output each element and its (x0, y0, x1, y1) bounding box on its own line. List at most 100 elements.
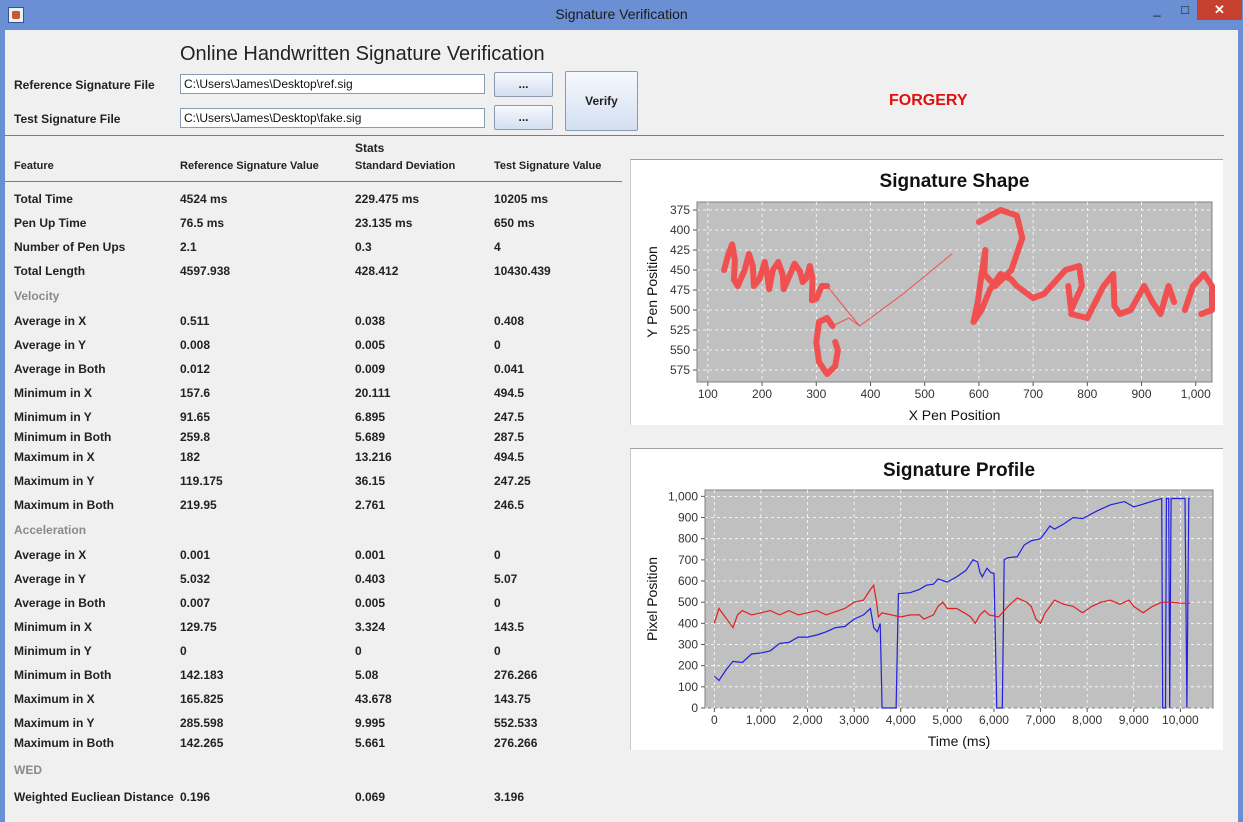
x-tick-label: 1,000 (1181, 387, 1211, 401)
x-tick-label: 3,000 (839, 713, 869, 727)
reference-file-input[interactable] (180, 74, 485, 94)
y-position-series-line (713, 583, 1190, 629)
x-tick-label: 200 (752, 387, 772, 401)
window-frame-left (0, 30, 5, 822)
signature-shape-panel: Signature Shape 100 200 300 400 500 600 700 800 9… (630, 159, 1223, 425)
y-tick-label: 0 (691, 701, 698, 715)
y-tick-label: 575 (670, 363, 690, 377)
table-cell-feature: Maximum in X (14, 692, 95, 706)
y-tick-label: 300 (678, 638, 698, 652)
x-tick-label: 4,000 (886, 713, 916, 727)
y-tick-label: 700 (678, 553, 698, 567)
signature-stroke (832, 317, 861, 327)
table-cell-ref: 0.196 (180, 790, 211, 804)
y-tick-label: 475 (670, 283, 690, 297)
chart-title: Signature Profile (883, 460, 1035, 481)
table-cell-feature: Weighted Eucliean Distance (14, 790, 174, 804)
verify-button[interactable]: Verify (565, 71, 638, 131)
table-header-separator (5, 181, 622, 182)
table-cell-test: 0 (494, 644, 501, 658)
signature-stroke (813, 315, 841, 377)
table-cell-test: 5.07 (494, 572, 518, 586)
verification-result: FORGERY (889, 92, 968, 109)
reference-file-label: Reference Signature File (14, 78, 155, 92)
table-cell-feature: Minimum in Y (14, 410, 92, 424)
table-cell-test: 10205 ms (494, 192, 549, 206)
x-axis-label: X Pen Position (909, 407, 1001, 423)
table-cell-ref: 165.825 (180, 692, 224, 706)
table-cell-test: 276.266 (494, 668, 538, 682)
x-tick-label: 900 (1132, 387, 1152, 401)
table-cell-std: 0 (355, 644, 362, 658)
table-cell-feature: Minimum in X (14, 620, 92, 634)
table-cell-ref: 91.65 (180, 410, 211, 424)
table-cell-std: 9.995 (355, 716, 386, 730)
table-cell-ref: 0.008 (180, 338, 211, 352)
table-cell-feature: Maximum in Both (14, 498, 115, 512)
table-cell-ref: 76.5 ms (180, 216, 225, 230)
section-header: Velocity (14, 289, 60, 303)
table-cell-test: 0 (494, 338, 501, 352)
table-cell-ref: 219.95 (180, 498, 217, 512)
y-tick-label: 200 (678, 659, 698, 673)
x-tick-label: 700 (1023, 387, 1043, 401)
table-cell-ref: 5.032 (180, 572, 211, 586)
reference-browse-button[interactable]: ... (494, 72, 553, 97)
y-tick-label: 600 (678, 574, 698, 588)
plot-area (704, 489, 1214, 709)
table-cell-test: 0 (494, 596, 501, 610)
section-header: Acceleration (14, 523, 87, 537)
table-cell-feature: Maximum in Y (14, 716, 95, 730)
y-tick-label: 900 (678, 511, 698, 525)
close-button[interactable]: ✕ (1197, 0, 1242, 20)
table-cell-std: 5.689 (355, 430, 386, 444)
y-tick-label: 100 (678, 680, 698, 694)
title-bar: Signature Verification _ □ ✕ (0, 0, 1243, 30)
chart-title: Signature Shape (880, 171, 1030, 192)
table-cell-feature: Maximum in Y (14, 474, 95, 488)
x-tick-label: 10,000 (1162, 713, 1199, 727)
table-cell-std: 0.005 (355, 596, 386, 610)
table-cell-ref: 4597.938 (180, 264, 231, 278)
x-tick-label: 100 (698, 387, 718, 401)
y-tick-label: 375 (670, 203, 690, 217)
test-browse-button[interactable]: ... (494, 105, 553, 130)
y-tick-label: 1,000 (668, 489, 698, 503)
table-cell-feature: Minimum in Both (14, 668, 112, 682)
table-cell-test: 10430.439 (494, 264, 551, 278)
signature-stroke (1181, 271, 1215, 317)
table-cell-ref: 0.007 (180, 596, 211, 610)
maximize-button[interactable]: □ (1181, 2, 1189, 17)
x-position-series-line (713, 497, 1190, 709)
table-cell-test: 0 (494, 548, 501, 562)
minimize-button[interactable]: _ (1153, 2, 1161, 17)
test-file-input[interactable] (180, 108, 485, 128)
table-cell-ref: 142.265 (180, 736, 224, 750)
y-tick-label: 550 (670, 343, 690, 357)
table-cell-ref: 2.1 (180, 240, 197, 254)
table-cell-test: 0.041 (494, 362, 525, 376)
x-tick-label: 7,000 (1026, 713, 1056, 727)
table-cell-std: 3.324 (355, 620, 386, 634)
table-cell-ref: 0 (180, 644, 187, 658)
table-cell-std: 0.069 (355, 790, 386, 804)
java-cup-icon (8, 7, 24, 23)
signature-profile-panel: Signature Profile 0 1,000 2,000 3,000 4,000 5,… (630, 448, 1223, 750)
table-cell-test: 650 ms (494, 216, 535, 230)
table-cell-test: 0.408 (494, 314, 525, 328)
page-title: Online Handwritten Signature Verificatio… (180, 43, 545, 65)
table-cell-test: 143.75 (494, 692, 531, 706)
y-tick-label: 525 (670, 323, 690, 337)
table-cell-std: 6.895 (355, 410, 386, 424)
table-cell-ref: 142.183 (180, 668, 224, 682)
signature-stroke (721, 241, 831, 304)
x-tick-label: 2,000 (793, 713, 823, 727)
table-cell-feature: Average in X (14, 314, 87, 328)
table-cell-test: 4 (494, 240, 501, 254)
y-tick-label: 800 (678, 532, 698, 546)
header-separator (5, 135, 1224, 136)
table-cell-test: 552.533 (494, 716, 538, 730)
table-cell-feature: Average in Y (14, 572, 87, 586)
table-cell-ref: 0.012 (180, 362, 211, 376)
table-cell-feature: Average in Both (14, 362, 106, 376)
